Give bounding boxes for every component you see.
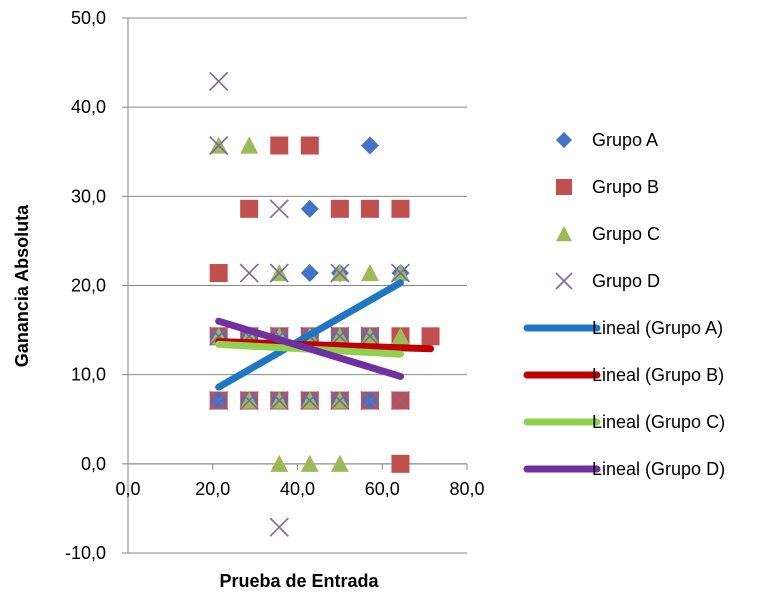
x-mark-stroke (239, 390, 259, 411)
x-mark-stroke (209, 71, 229, 91)
x-mark-stroke (269, 517, 289, 537)
point-grupo-c (391, 327, 410, 345)
point-grupo-c (240, 136, 259, 154)
point-grupo-d (239, 390, 259, 411)
x-mark-stroke (555, 272, 573, 290)
point-grupo-d (330, 390, 350, 411)
point-grupo-d (330, 263, 350, 283)
point-grupo-c (556, 226, 572, 242)
x-mark-stroke (390, 390, 411, 411)
legend-trend-label-1: Lineal (Grupo A) (592, 318, 723, 338)
x-mark-stroke (390, 263, 411, 283)
x-mark-stroke (300, 390, 320, 411)
legend-label-4: Grupo D (592, 271, 660, 291)
x-mark-stroke (330, 263, 350, 283)
point-grupo-b (391, 199, 410, 218)
point-grupo-b (300, 136, 319, 155)
legend: Grupo A Grupo B Grupo C Grupo D Lineal (Grup… (523, 130, 725, 479)
point-grupo-b (209, 264, 228, 283)
trendline-1 (215, 279, 404, 391)
data-points (209, 71, 440, 537)
tick-labels: -10,0 0,0 10,0 20,0 30,0 40,0 50,0 0,0 20,0 40,0 6… (65, 8, 485, 563)
point-grupo-d (209, 390, 229, 411)
x-axis-title: Prueba de Entrada (219, 571, 379, 591)
y-tick-label: 40,0 (71, 97, 106, 117)
x-mark-stroke (360, 326, 380, 346)
y-tick-label: 20,0 (71, 276, 106, 296)
legend-label-1: Grupo A (592, 130, 658, 150)
point-grupo-b (270, 136, 289, 155)
point-grupo-b (330, 199, 349, 218)
y-tick-label: 30,0 (71, 186, 106, 206)
point-grupo-c (360, 264, 379, 282)
point-grupo-d (300, 390, 320, 411)
point-grupo-b (240, 199, 259, 218)
point-grupo-b (391, 454, 410, 473)
x-mark-stroke (330, 390, 350, 411)
trendlines (215, 279, 435, 391)
x-mark-stroke (269, 199, 289, 219)
point-grupo-d (390, 390, 411, 411)
x-mark-stroke (209, 390, 229, 411)
x-tick-label: 40,0 (280, 479, 315, 499)
point-grupo-a (300, 264, 319, 283)
point-grupo-b (421, 327, 440, 346)
legend-trend-label-3: Lineal (Grupo C) (592, 412, 725, 432)
x-mark-stroke (209, 135, 229, 156)
legend-trend-label-2: Lineal (Grupo B) (592, 365, 724, 385)
point-grupo-c (330, 454, 349, 472)
point-grupo-d (269, 517, 289, 537)
point-grupo-a (556, 132, 572, 148)
x-tick-label: 60,0 (365, 479, 400, 499)
x-mark-stroke (269, 263, 289, 283)
point-grupo-c (270, 454, 289, 472)
point-grupo-d (269, 199, 289, 219)
x-mark-stroke (269, 390, 289, 411)
x-tick-label: 20,0 (195, 479, 230, 499)
point-grupo-b (556, 179, 572, 195)
trendline-4 (215, 317, 404, 380)
point-grupo-d (239, 263, 259, 283)
y-tick-label: 0,0 (81, 454, 106, 474)
y-axis-title: Ganancia Absoluta (12, 204, 32, 367)
legend-trend-label-4: Lineal (Grupo D) (592, 459, 725, 479)
axes (122, 17, 468, 554)
y-tick-label: -10,0 (65, 543, 106, 563)
point-grupo-a (360, 136, 379, 155)
point-grupo-d (390, 263, 411, 283)
x-tick-label: 80,0 (449, 479, 484, 499)
point-grupo-d (269, 263, 289, 283)
x-mark-stroke (239, 263, 259, 283)
x-mark-stroke (360, 390, 380, 411)
point-grupo-d (555, 272, 573, 290)
point-grupo-d (360, 390, 380, 411)
legend-label-2: Grupo B (592, 177, 659, 197)
point-grupo-a (300, 199, 319, 218)
gridlines (128, 17, 467, 554)
x-tick-label: 0,0 (115, 479, 140, 499)
point-grupo-b (360, 199, 379, 218)
y-tick-label: 50,0 (71, 8, 106, 28)
point-grupo-c (300, 454, 319, 472)
point-grupo-d (360, 326, 380, 346)
x-mark-stroke (209, 326, 229, 346)
point-grupo-d (269, 390, 289, 411)
point-grupo-d (209, 135, 229, 156)
y-tick-label: 10,0 (71, 365, 106, 385)
legend-label-3: Grupo C (592, 224, 660, 244)
point-grupo-d (209, 71, 229, 91)
